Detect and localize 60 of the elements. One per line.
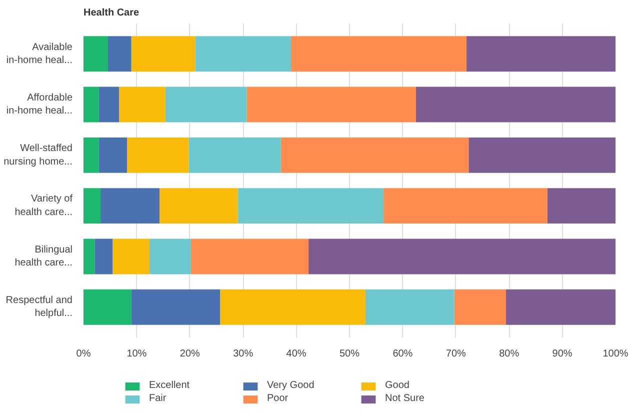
y-tick-label: Respectful and helpful... bbox=[6, 295, 73, 320]
bar bbox=[290, 36, 467, 72]
bar bbox=[84, 36, 108, 72]
y-tick-label: Available in-home heal... bbox=[6, 42, 73, 66]
y-tick-label: Bilingual health care... bbox=[14, 244, 73, 269]
x-tick-label: 100% bbox=[602, 348, 628, 360]
bar bbox=[112, 238, 150, 274]
legend-label: Good bbox=[385, 380, 410, 391]
bar bbox=[84, 289, 132, 325]
bar bbox=[84, 86, 99, 122]
bar bbox=[94, 238, 113, 274]
y-tick-label: Variety of health care... bbox=[14, 194, 73, 218]
bar bbox=[238, 188, 384, 224]
bar bbox=[127, 137, 189, 173]
bar bbox=[454, 289, 506, 325]
bar bbox=[308, 238, 616, 274]
bar bbox=[365, 289, 454, 325]
bar bbox=[108, 36, 132, 72]
chart-title: Health Care bbox=[84, 8, 140, 18]
bar bbox=[119, 86, 166, 122]
bar bbox=[98, 137, 128, 173]
x-tick-label: 60% bbox=[392, 348, 413, 360]
bar bbox=[468, 137, 616, 173]
bar bbox=[98, 86, 120, 122]
bar bbox=[280, 137, 469, 173]
bar bbox=[131, 289, 220, 325]
bar bbox=[195, 36, 291, 72]
bar bbox=[84, 188, 101, 224]
x-tick-label: 20% bbox=[180, 348, 200, 360]
y-tick-label: Well-staffed nursing home... bbox=[4, 143, 73, 168]
bar bbox=[220, 289, 366, 325]
legend-label: Very Good bbox=[267, 380, 316, 391]
bar bbox=[506, 289, 616, 325]
bar bbox=[131, 36, 196, 72]
bar bbox=[165, 86, 247, 122]
bar bbox=[84, 137, 99, 173]
bar bbox=[160, 188, 238, 224]
x-tick-label: 10% bbox=[126, 348, 147, 360]
x-tick-label: 70% bbox=[446, 348, 466, 360]
legend-label: Excellent bbox=[149, 380, 191, 391]
bar bbox=[246, 86, 416, 122]
bar bbox=[384, 188, 548, 224]
bar bbox=[188, 137, 281, 173]
bar bbox=[466, 36, 616, 72]
bar bbox=[416, 86, 616, 122]
legend-label: Not Sure bbox=[385, 393, 426, 404]
bar bbox=[547, 188, 616, 224]
legend-label: Fair bbox=[149, 393, 168, 404]
x-tick-label: 0% bbox=[76, 348, 91, 360]
bar bbox=[84, 238, 95, 274]
bar bbox=[100, 188, 160, 224]
bar bbox=[149, 238, 191, 274]
legend-label: Poor bbox=[267, 393, 290, 404]
bar bbox=[190, 238, 309, 274]
x-tick-label: 50% bbox=[339, 348, 360, 360]
y-tick-label: Affordable in-home heal... bbox=[6, 92, 73, 117]
x-tick-label: 80% bbox=[499, 348, 520, 360]
x-tick-label: 30% bbox=[233, 348, 254, 360]
x-tick-label: 90% bbox=[552, 348, 572, 360]
x-tick-label: 40% bbox=[286, 348, 306, 360]
